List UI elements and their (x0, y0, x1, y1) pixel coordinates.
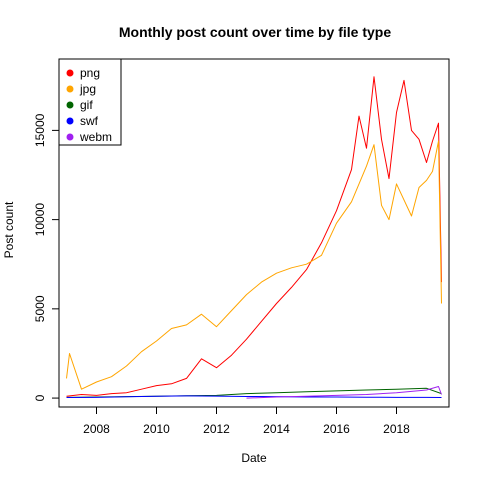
series-line-png (66, 76, 442, 397)
x-tick-label: 2016 (323, 422, 350, 436)
legend-marker-jpg (66, 85, 74, 93)
legend-marker-swf (66, 117, 74, 125)
legend-marker-gif (66, 101, 74, 109)
legend-label-png: png (80, 66, 100, 80)
y-tick-label: 10000 (33, 203, 47, 237)
x-tick-label: 2008 (83, 422, 110, 436)
series-line-jpg (66, 140, 442, 390)
legend: png jpg gif swf webm (58, 58, 122, 146)
series-layer (66, 76, 442, 399)
y-axis-label: Post count (2, 201, 16, 258)
y-tick-label: 15000 (33, 113, 47, 147)
x-tick-label: 2010 (143, 422, 170, 436)
legend-label-swf: swf (80, 114, 99, 128)
x-axis-label: Date (241, 451, 267, 465)
chart-title: Monthly post count over time by file typ… (119, 24, 391, 40)
legend-label-webm: webm (79, 130, 112, 144)
axes-layer: 2008 2010 2012 2014 2016 2018 0 5000 10000 15000 (33, 113, 410, 436)
y-tick-label: 0 (33, 394, 47, 401)
x-tick-label: 2012 (203, 422, 230, 436)
legend-marker-png (66, 69, 74, 77)
series-line-swf (66, 395, 442, 398)
legend-label-jpg: jpg (79, 82, 96, 96)
legend-marker-webm (66, 133, 74, 141)
y-tick-label: 5000 (33, 295, 47, 322)
x-tick-label: 2018 (383, 422, 410, 436)
series-line-webm (246, 386, 442, 399)
x-tick-label: 2014 (263, 422, 290, 436)
legend-label-gif: gif (80, 98, 93, 112)
